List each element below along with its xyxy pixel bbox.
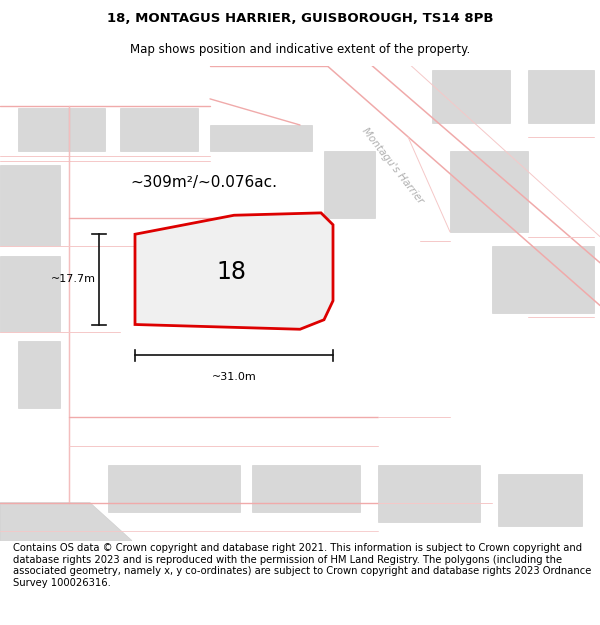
Polygon shape (432, 71, 510, 122)
Text: 18: 18 (216, 260, 246, 284)
Polygon shape (0, 166, 60, 246)
Polygon shape (378, 464, 480, 522)
Polygon shape (0, 503, 132, 541)
Polygon shape (498, 474, 582, 526)
Polygon shape (18, 341, 60, 408)
Polygon shape (252, 464, 360, 512)
Text: 18, MONTAGUS HARRIER, GUISBOROUGH, TS14 8PB: 18, MONTAGUS HARRIER, GUISBOROUGH, TS14 … (107, 12, 493, 25)
Polygon shape (327, 66, 600, 310)
Polygon shape (108, 464, 240, 512)
Text: ~309m²/~0.076ac.: ~309m²/~0.076ac. (131, 174, 277, 189)
Polygon shape (0, 256, 60, 332)
Text: Contains OS data © Crown copyright and database right 2021. This information is : Contains OS data © Crown copyright and d… (13, 543, 592, 588)
Polygon shape (450, 151, 528, 232)
Polygon shape (18, 108, 105, 151)
Text: Map shows position and indicative extent of the property.: Map shows position and indicative extent… (130, 43, 470, 56)
Text: ~17.7m: ~17.7m (51, 274, 96, 284)
Polygon shape (528, 71, 594, 122)
Polygon shape (120, 108, 198, 151)
Polygon shape (210, 125, 312, 151)
Text: Montagu's Harrier: Montagu's Harrier (361, 126, 425, 205)
Text: ~31.0m: ~31.0m (212, 372, 256, 382)
Polygon shape (492, 246, 594, 312)
Polygon shape (135, 213, 333, 329)
Polygon shape (0, 66, 210, 106)
Polygon shape (324, 151, 375, 218)
Polygon shape (210, 66, 327, 125)
